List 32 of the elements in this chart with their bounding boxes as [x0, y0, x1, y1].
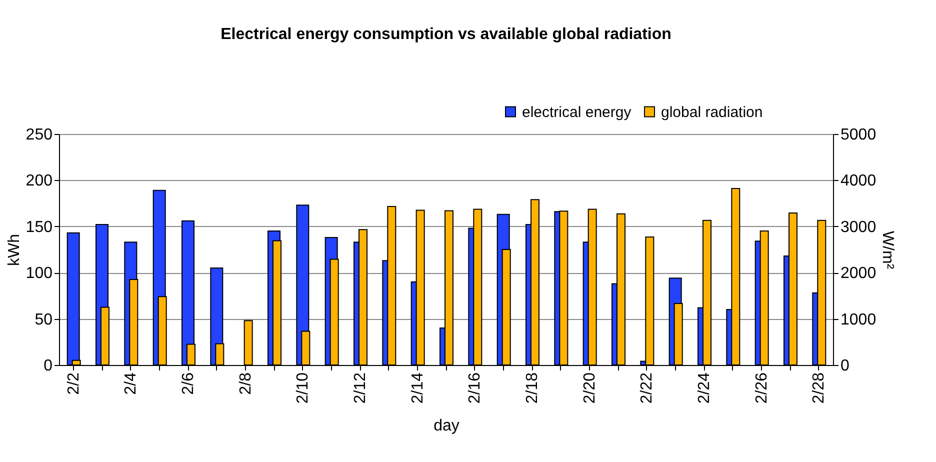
y2-axis-title: W/m²	[879, 230, 896, 270]
x-tick-label: 2/8	[237, 372, 254, 395]
x-tick-label: 2/12	[352, 372, 369, 404]
y2-tick-label: 4000	[840, 172, 876, 190]
x-axis-title: day	[434, 418, 460, 435]
x-tick-label: 2/22	[638, 372, 656, 404]
chart-title: Electrical energy consumption vs available global radiation	[220, 26, 672, 43]
legend-label: electrical energy	[522, 104, 632, 121]
y2-tick-label: 0	[840, 358, 850, 374]
x-tick-label: 2/4	[122, 372, 140, 395]
x-tick-label: 2/28	[810, 372, 828, 404]
y-tick-label: 0	[44, 358, 53, 374]
x-tick-label: 2/24	[696, 372, 713, 404]
x-tick-label: 2/26	[753, 372, 770, 404]
y-tick-label: 150	[26, 218, 53, 236]
y2-tick-label: 1000	[840, 311, 876, 328]
y2-tick-label: 2000	[840, 265, 876, 282]
y2-tick-label: 5000	[840, 126, 876, 144]
y-tick-label: 200	[26, 172, 53, 190]
x-tick-label: 2/18	[524, 372, 541, 404]
y-tick-label: 250	[26, 126, 53, 144]
x-tick-label: 2/14	[409, 372, 426, 404]
y-tick-label: 100	[26, 265, 53, 282]
x-tick-label: 2/20	[581, 372, 598, 404]
x-tick-label: 2/2	[65, 372, 82, 395]
y-axis-title: kWh	[6, 234, 23, 266]
x-tick-label: 2/6	[180, 372, 197, 395]
legend-label: global radiation	[661, 104, 763, 121]
y-tick-label: 50	[34, 311, 53, 328]
x-tick-label: 2/10	[294, 372, 312, 404]
x-tick-label: 2/16	[466, 372, 484, 404]
y2-tick-label: 3000	[840, 218, 876, 236]
